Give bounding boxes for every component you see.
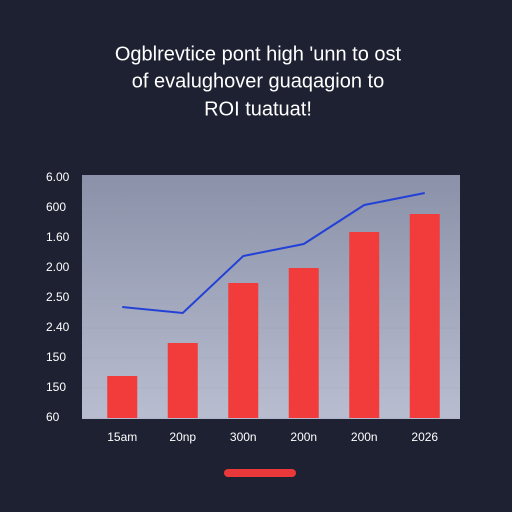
x-tick-label: 200n (290, 430, 317, 444)
x-tick-label: 2026 (411, 430, 438, 444)
x-tick-label: 20np (169, 430, 196, 444)
title-line: Ogblrevtice pont high 'unn to ost (115, 43, 402, 65)
y-tick-label: 1.60 (46, 230, 70, 244)
x-tick-label: 300n (230, 430, 257, 444)
bar (288, 268, 319, 418)
y-tick-label: 2.40 (46, 320, 70, 334)
y-tick-label: 150 (46, 350, 66, 364)
plot-area (82, 175, 460, 419)
x-tick-label: 200n (351, 430, 378, 444)
decor-pill (224, 469, 296, 477)
bar (409, 214, 440, 418)
x-tick-label: 15am (107, 430, 137, 444)
title-line: ROI tuatuat! (204, 98, 312, 120)
y-tick-label: 2.50 (46, 290, 70, 304)
line (122, 192, 425, 315)
bar (167, 343, 198, 418)
y-tick-label: 60 (46, 410, 60, 424)
title-line: of evalughover guaqagion to (132, 70, 384, 92)
bar (107, 376, 138, 418)
y-tick-label: 2.00 (46, 260, 70, 274)
bar (228, 283, 259, 418)
y-tick-label: 600 (46, 200, 66, 214)
y-tick-label: 6.00 (46, 170, 70, 184)
bar (349, 232, 380, 418)
y-tick-label: 150 (46, 380, 66, 394)
